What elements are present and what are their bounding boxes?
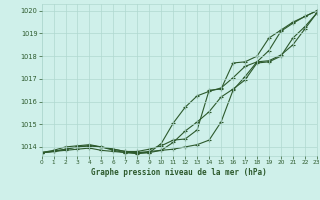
X-axis label: Graphe pression niveau de la mer (hPa): Graphe pression niveau de la mer (hPa): [91, 168, 267, 177]
